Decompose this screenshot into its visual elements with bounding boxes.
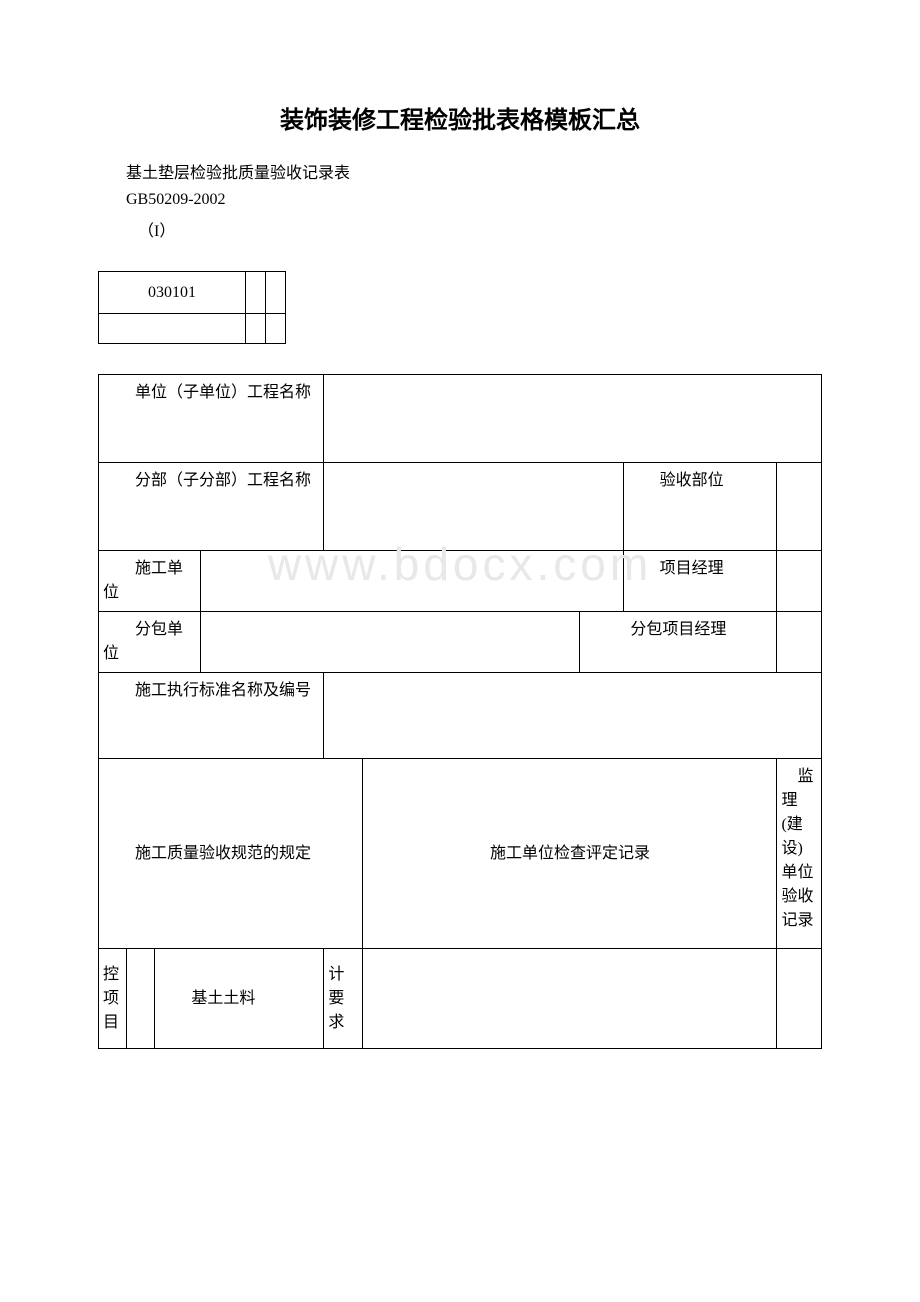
cell-control-item: 控项目	[99, 949, 127, 1049]
small-cell-a3	[266, 272, 286, 314]
value-exec-standard	[324, 673, 822, 759]
code-table-small: 030101	[98, 271, 286, 344]
label-exec-standard: 施工执行标准名称及编号	[99, 673, 324, 759]
cell-empty-3	[777, 949, 822, 1049]
document-subtitle: 基土垫层检验批质量验收记录表	[98, 159, 822, 183]
label-acceptance-location: 验收部位	[623, 463, 777, 551]
label-unit-project: 单位（子单位）工程名称	[99, 375, 324, 463]
small-cell-b2	[246, 314, 266, 344]
value-acceptance-location	[777, 463, 822, 551]
cell-empty-1	[127, 949, 155, 1049]
small-cell-b3	[266, 314, 286, 344]
header-supervisor-record: 监理(建设)单位验收记录	[777, 759, 822, 949]
value-sub-project	[324, 463, 623, 551]
value-subcontractor	[200, 612, 579, 673]
value-sub-pm	[777, 612, 822, 673]
cell-soil-material: 基土土料	[155, 949, 324, 1049]
standard-code: GB50209-2002	[98, 191, 822, 209]
small-cell-b1	[99, 314, 246, 344]
cell-requirement: 计要求	[324, 949, 363, 1049]
label-project-manager: 项目经理	[623, 551, 777, 612]
value-project-manager	[777, 551, 822, 612]
label-sub-pm: 分包项目经理	[580, 612, 777, 673]
main-form-table: 单位（子单位）工程名称 分部（子分部）工程名称 验收部位 施工单位 项目经理 分…	[98, 374, 822, 1049]
header-check-record: 施工单位检查评定记录	[363, 759, 777, 949]
document-title: 装饰装修工程检验批表格模板汇总	[98, 100, 822, 135]
value-construction-unit	[200, 551, 623, 612]
label-subcontractor: 分包单位	[99, 612, 201, 673]
cell-empty-2	[363, 949, 777, 1049]
small-cell-a1: 030101	[99, 272, 246, 314]
small-cell-a2	[246, 272, 266, 314]
header-spec-rules: 施工质量验收规范的规定	[99, 759, 363, 949]
label-construction-unit: 施工单位	[99, 551, 201, 612]
label-sub-project: 分部（子分部）工程名称	[99, 463, 324, 551]
value-unit-project	[324, 375, 822, 463]
roman-numeral: （I）	[98, 217, 822, 241]
